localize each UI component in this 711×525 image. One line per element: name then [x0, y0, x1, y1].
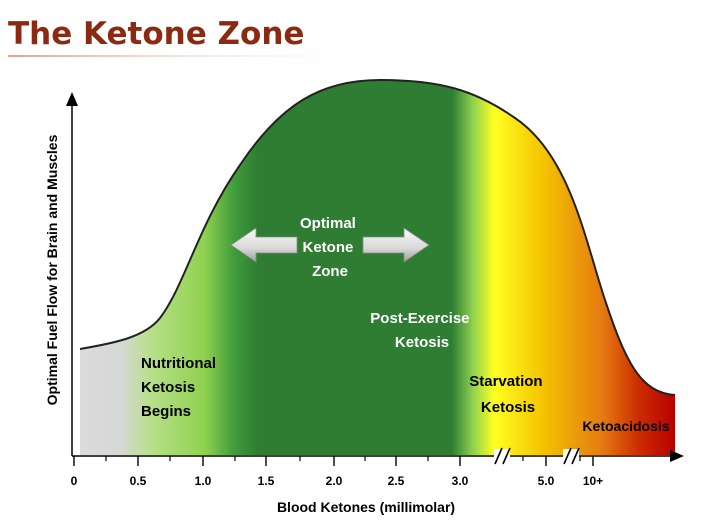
x-tick-label: 2.5: [388, 474, 405, 488]
axis-break-icon: [563, 447, 580, 465]
double-arrow-icon: [230, 227, 430, 263]
title-underline: [8, 55, 398, 57]
label-ketoacidosis: Ketoacidosis: [582, 418, 669, 434]
x-tick-label: 3.0: [452, 474, 469, 488]
x-tick-label: 1.0: [195, 474, 212, 488]
x-tick-label: 5.0: [538, 474, 555, 488]
x-axis-arrow-icon: [670, 450, 684, 462]
x-tick-label: 2.0: [326, 474, 343, 488]
ketone-zone-area: [80, 80, 675, 455]
y-axis-label: Optimal Fuel Flow for Brain and Muscles: [44, 134, 60, 405]
x-axis-ticks: [73, 456, 594, 466]
x-tick-labels: 0 0.5 1.0 1.5 2.0 2.5 3.0 5.0 10+: [71, 474, 604, 488]
x-tick-label: 1.5: [258, 474, 275, 488]
x-tick-label: 0.5: [130, 474, 147, 488]
y-axis-arrow-icon: [66, 92, 78, 106]
chart-title: The Ketone Zone: [8, 16, 304, 52]
curve-outline: [79, 78, 676, 396]
label-nutritional-ketosis: Nutritional Ketosis Begins: [141, 355, 220, 420]
axis-break-icon: [494, 447, 511, 465]
label-starvation-ketosis: Starvation Ketosis: [469, 373, 547, 416]
x-axis-label: Blood Ketones (millimolar): [277, 499, 455, 515]
x-tick-label: 0: [71, 474, 78, 488]
label-post-exercise-ketosis: Post-Exercise Ketosis: [370, 310, 473, 351]
label-optimal-ketone-zone: Optimal Ketone Zone: [300, 215, 360, 280]
x-tick-label: 10+: [583, 474, 603, 488]
